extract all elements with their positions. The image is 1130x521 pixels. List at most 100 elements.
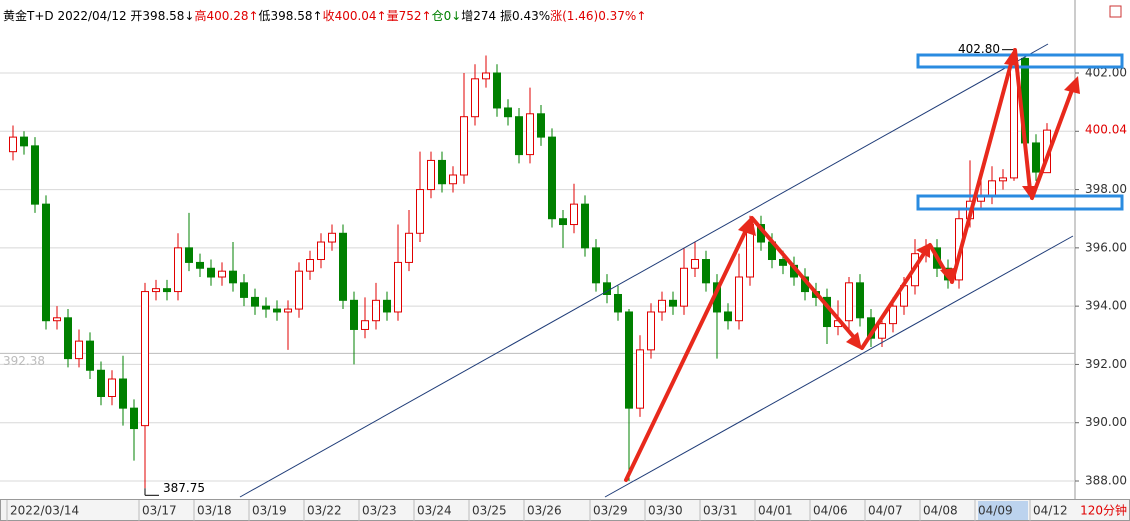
candle-body	[548, 136, 556, 220]
candle-body	[559, 218, 567, 226]
candle-body	[196, 261, 204, 269]
candle-body	[592, 247, 600, 284]
candle-body	[75, 340, 83, 360]
candle-body	[361, 320, 369, 330]
header-part: 黄金T+D 2022/04/12 开398.58↓	[3, 8, 194, 23]
candle-body	[460, 116, 468, 176]
candle-body	[130, 407, 138, 430]
arrow-head	[916, 243, 930, 258]
candle-body	[702, 259, 710, 284]
candle-body	[185, 247, 193, 263]
x-tick-label: 03/25	[472, 504, 507, 518]
candle-body	[636, 349, 644, 409]
header-part: 量752↑	[387, 9, 432, 23]
arrow-head	[940, 268, 954, 284]
candle-body	[845, 282, 853, 322]
candle-body	[735, 276, 743, 322]
candle-body	[262, 305, 270, 310]
last-price-box	[1081, 122, 1129, 139]
arrow-heads	[738, 48, 1080, 350]
candle-body	[471, 78, 479, 118]
candle-body	[383, 299, 391, 313]
arrow-lines	[624, 48, 1074, 482]
ref-label: 392.38	[3, 354, 45, 368]
y-tick-label: 396.00	[1085, 240, 1127, 254]
candle-body	[207, 267, 215, 278]
x-tick-label: 2022/03/14	[10, 504, 79, 518]
candle-body	[889, 305, 897, 325]
candle-body	[680, 267, 688, 307]
y-tick-label: 392.00	[1085, 357, 1127, 371]
arrows	[624, 48, 1074, 482]
x-tick-label: 03/17	[142, 504, 177, 518]
header-part: 增274 振0.43%	[461, 9, 550, 23]
arrow-head	[1004, 48, 1019, 66]
candle-body	[273, 308, 281, 313]
candle-body	[108, 378, 116, 397]
x-tick-label: 03/30	[648, 504, 683, 518]
x-tick-label: 04/06	[813, 504, 848, 518]
header-part: 涨(1.46)0.37%↑	[550, 8, 646, 23]
candle-body	[691, 259, 699, 269]
candle-body	[141, 291, 149, 427]
candle-body	[53, 317, 61, 322]
x-tick-label: 03/23	[362, 504, 397, 518]
marks: 388.00 390.00 392.00 394.00 396.00 398.00 400.…	[0, 42, 1129, 521]
candle-body	[20, 136, 28, 147]
x-tick-label: 04/12	[1033, 504, 1068, 518]
candle-body	[724, 311, 732, 322]
candle-body	[526, 113, 534, 156]
high-label: 402.80	[958, 42, 1000, 56]
candle-body	[856, 282, 864, 319]
header-part: 低398.58↑	[259, 9, 323, 23]
period-label: 120分钟	[1080, 503, 1127, 518]
header-part: 仓0↓	[432, 9, 462, 23]
arrow-head	[1022, 186, 1037, 200]
candle-body	[372, 299, 380, 322]
candle-body	[658, 299, 666, 313]
arrow-head	[846, 332, 862, 350]
candle-body	[493, 72, 501, 109]
x-tick-label: 03/26	[527, 504, 562, 518]
candle-body	[537, 113, 545, 138]
channel-lower	[604, 235, 1074, 498]
low-label: 387.75	[163, 481, 205, 495]
candle-body	[306, 259, 314, 272]
y-tick-label: 402.00	[1085, 65, 1127, 79]
candle-body	[405, 232, 413, 263]
y-tick-label: 398.00	[1085, 182, 1127, 196]
candle-body	[603, 282, 611, 295]
candle-body	[119, 378, 127, 409]
candle-body	[878, 323, 886, 339]
candle-body	[328, 232, 336, 243]
candle-body	[174, 247, 182, 293]
candle-body	[614, 293, 622, 313]
last-price-label: 400.04	[1085, 123, 1127, 137]
candle-body	[515, 116, 523, 156]
header: 黄金T+D 2022/04/12 开398.58↓高400.28↑低398.58…	[3, 8, 646, 23]
candle-body	[482, 72, 490, 80]
candle-body	[9, 136, 17, 153]
candle-body	[240, 282, 248, 298]
candle-body	[581, 203, 589, 249]
candle-body	[218, 270, 226, 278]
candle-body	[295, 270, 303, 310]
candle-body	[31, 145, 39, 205]
candle-body	[251, 296, 259, 307]
candle-body	[284, 308, 292, 313]
candle-body	[97, 369, 105, 397]
candle-body	[163, 288, 171, 293]
y-tick-label: 388.00	[1085, 474, 1127, 488]
y-tick-label: 394.00	[1085, 299, 1127, 313]
candle-body	[625, 311, 633, 409]
y-tick-label: 390.00	[1085, 415, 1127, 429]
candle-body	[669, 299, 677, 307]
candle-body	[394, 261, 402, 313]
candle-body	[86, 340, 94, 371]
header-part: 高400.28↑	[194, 8, 258, 23]
x-tick-label: 04/08	[923, 504, 958, 518]
arrow-head	[1064, 76, 1080, 94]
candle-body	[42, 203, 50, 322]
x-tick-label: 04/07	[868, 504, 903, 518]
